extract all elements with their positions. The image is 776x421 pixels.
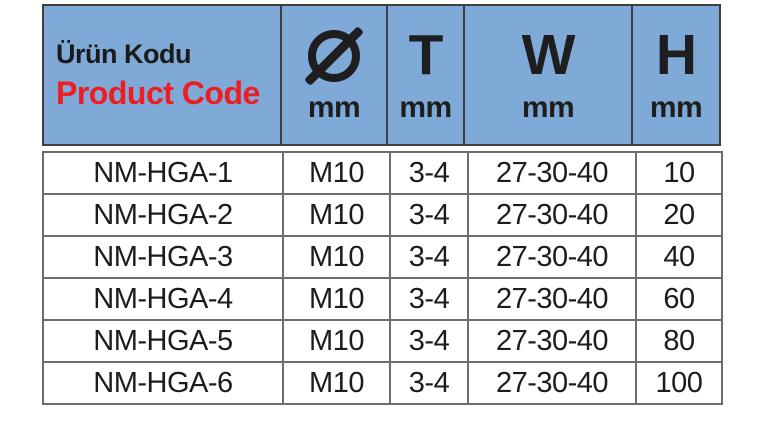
cell-product-code: NM-HGA-4 [42,277,284,321]
cell-product-code: NM-HGA-3 [42,235,284,279]
cell-h: 80 [635,319,723,363]
cell-t: 3-4 [389,151,469,195]
cell-w: 27-30-40 [467,193,637,237]
cell-t: 3-4 [389,193,469,237]
cell-t: 3-4 [389,235,469,279]
cell-w: 27-30-40 [467,361,637,405]
cell-h: 40 [635,235,723,279]
header-w: W mm [465,6,633,144]
product-spec-table: Ürün Kodu Product Code mm T mm W mm H mm… [42,4,723,405]
cell-t: 3-4 [389,361,469,405]
table-row: NM-HGA-2 M10 3-4 27-30-40 20 [42,193,723,237]
header-h: H mm [633,6,719,144]
table-body: NM-HGA-1 M10 3-4 27-30-40 10 NM-HGA-2 M1… [42,151,723,405]
cell-w: 27-30-40 [467,151,637,195]
table-row: NM-HGA-1 M10 3-4 27-30-40 10 [42,151,723,195]
header-h-unit: mm [649,91,703,124]
header-t: T mm [388,6,465,144]
cell-h: 100 [635,361,723,405]
diameter-icon [308,30,360,82]
header-w-unit: mm [521,91,575,124]
cell-w: 27-30-40 [467,277,637,321]
cell-t: 3-4 [389,319,469,363]
cell-diameter: M10 [282,193,391,237]
cell-product-code: NM-HGA-1 [42,151,284,195]
cell-h: 60 [635,277,723,321]
header-urun-kodu-label: Ürün Kodu [56,39,191,70]
header-w-symbol: W [521,23,576,87]
cell-h: 20 [635,193,723,237]
header-product-code: Ürün Kodu Product Code [44,6,282,144]
cell-t: 3-4 [389,277,469,321]
cell-diameter: M10 [282,319,391,363]
header-t-unit: mm [399,91,452,124]
cell-diameter: M10 [282,277,391,321]
table-header-row: Ürün Kodu Product Code mm T mm W mm H mm [42,4,721,146]
header-t-symbol: T [408,23,444,87]
header-h-symbol: H [655,23,697,87]
cell-w: 27-30-40 [467,235,637,279]
cell-w: 27-30-40 [467,319,637,363]
table-row: NM-HGA-3 M10 3-4 27-30-40 40 [42,235,723,279]
cell-diameter: M10 [282,151,391,195]
table-row: NM-HGA-6 M10 3-4 27-30-40 100 [42,361,723,405]
header-diameter: mm [282,6,388,144]
cell-product-code: NM-HGA-6 [42,361,284,405]
cell-product-code: NM-HGA-5 [42,319,284,363]
cell-diameter: M10 [282,235,391,279]
header-product-code-label: Product Code [56,74,260,111]
cell-product-code: NM-HGA-2 [42,193,284,237]
header-diameter-unit: mm [307,91,361,124]
table-row: NM-HGA-5 M10 3-4 27-30-40 80 [42,319,723,363]
table-row: NM-HGA-4 M10 3-4 27-30-40 60 [42,277,723,321]
cell-diameter: M10 [282,361,391,405]
cell-h: 10 [635,151,723,195]
